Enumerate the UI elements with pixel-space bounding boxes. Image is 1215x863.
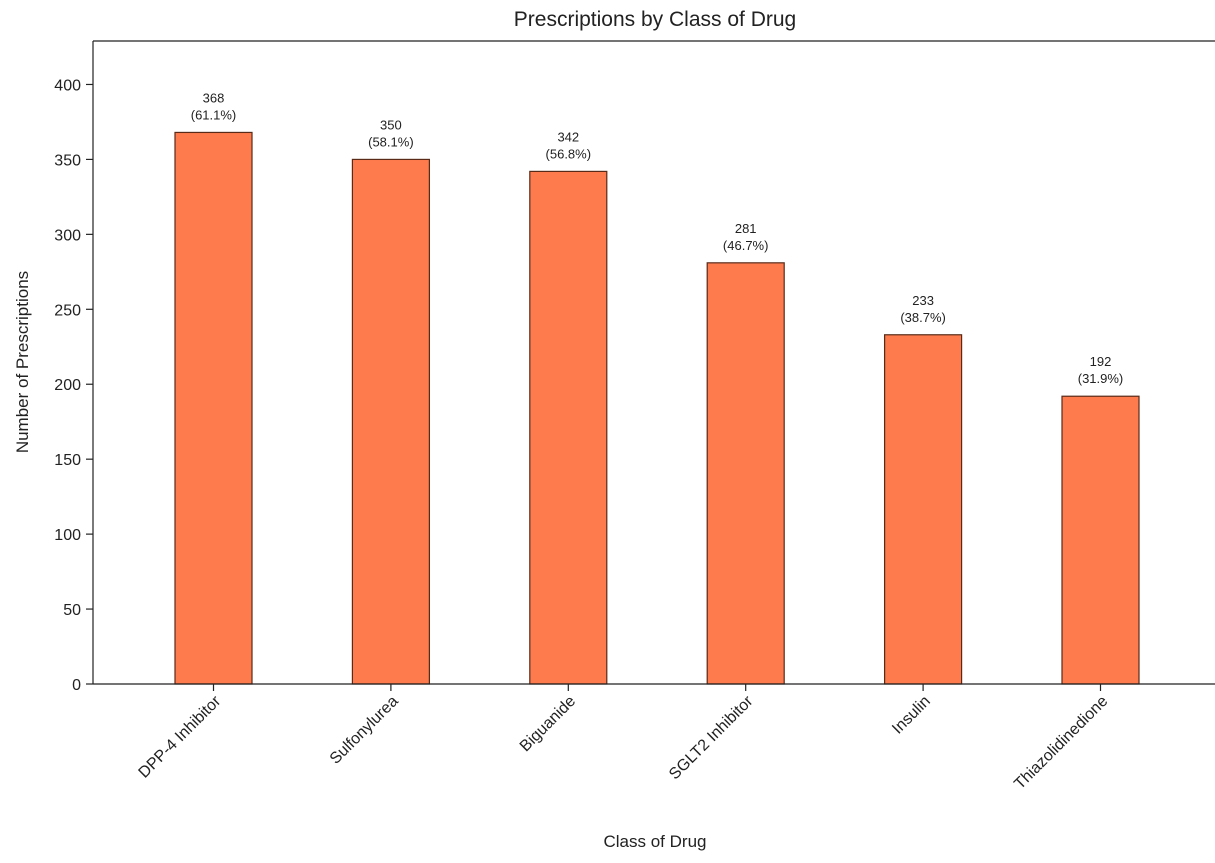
bar-value-label: 281 bbox=[735, 221, 757, 236]
x-tick-label: SGLT2 Inhibitor bbox=[666, 692, 757, 783]
y-tick-label: 0 bbox=[72, 677, 81, 694]
y-tick-label: 100 bbox=[54, 527, 81, 544]
y-tick-label: 150 bbox=[54, 452, 81, 469]
bar-percent-label: (58.1%) bbox=[368, 134, 414, 149]
bar bbox=[174, 131, 253, 685]
bar-percent-label: (46.7%) bbox=[723, 238, 769, 253]
bar bbox=[1061, 395, 1140, 685]
x-tick-label: Insulin bbox=[889, 693, 934, 738]
bar-value-label: 368 bbox=[203, 90, 225, 105]
bar bbox=[883, 334, 963, 685]
y-tick-label: 50 bbox=[63, 602, 81, 619]
x-tick-label: Thiazolidinedione bbox=[1011, 693, 1111, 793]
x-tick-label: Biguanide bbox=[517, 693, 579, 755]
bar-percent-label: (38.7%) bbox=[900, 310, 946, 325]
bar-percent-label: (56.8%) bbox=[546, 146, 592, 161]
y-tick-label: 300 bbox=[54, 227, 81, 244]
bar bbox=[706, 262, 785, 685]
bar-percent-label: (61.1%) bbox=[191, 107, 237, 122]
y-tick-label: 250 bbox=[54, 302, 81, 319]
y-tick-label: 350 bbox=[54, 152, 81, 169]
x-tick-label: DPP-4 Inhibitor bbox=[136, 692, 225, 781]
y-tick-label: 400 bbox=[54, 77, 81, 94]
x-tick-label: Sulfonylurea bbox=[327, 693, 402, 768]
bar bbox=[351, 158, 430, 685]
y-tick-label: 200 bbox=[54, 377, 81, 394]
bar-value-label: 233 bbox=[912, 293, 934, 308]
bar-value-label: 192 bbox=[1090, 354, 1112, 369]
x-axis-label: Class of Drug bbox=[604, 832, 707, 851]
bar bbox=[529, 170, 608, 685]
plot-area: 0 50 100 150 200 250 300 350 400 368 (61.1%) DPP-4 … bbox=[54, 40, 1215, 793]
chart-title: Prescriptions by Class of Drug bbox=[513, 8, 797, 31]
bar-value-label: 350 bbox=[380, 117, 402, 132]
y-axis-label: Number of Prescriptions bbox=[13, 271, 32, 453]
bar-percent-label: (31.9%) bbox=[1078, 371, 1124, 386]
bar-value-label: 342 bbox=[557, 129, 579, 144]
